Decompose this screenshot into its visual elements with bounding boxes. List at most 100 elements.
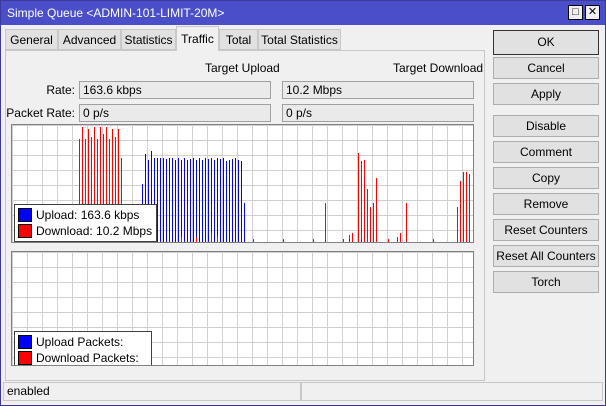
title-bar: Simple Queue <ADMIN-101-LIMIT-20M> □ ✕ <box>1 1 605 25</box>
tab-statistics[interactable]: Statistics <box>121 29 176 50</box>
download-bar <box>457 206 458 242</box>
upload-bar <box>196 160 197 242</box>
download-bar <box>181 237 182 242</box>
download-bar <box>376 177 377 242</box>
packet-rate-upload-field: 0 p/s <box>79 104 271 122</box>
upload-bar <box>154 157 155 242</box>
upload-bar <box>151 150 152 242</box>
legend-upload-label: Upload: <box>36 208 78 222</box>
download-bar <box>112 128 113 242</box>
tab-general[interactable]: General <box>5 29 58 50</box>
rate-graph-legend: Upload: 163.6 kbps Download: 10.2 Mbps <box>14 204 157 242</box>
legend-download-packets-label: Download Packets: <box>36 351 139 365</box>
comment-button[interactable]: Comment <box>493 141 599 163</box>
download-bar <box>109 139 110 242</box>
upload-bar <box>181 160 182 242</box>
tab-total[interactable]: Total <box>219 29 258 50</box>
target-download-header: Target Download <box>393 61 484 75</box>
download-bar <box>364 160 365 242</box>
upload-bar <box>205 157 206 242</box>
download-swatch <box>18 224 32 238</box>
tab-advanced[interactable]: Advanced <box>58 29 121 50</box>
upload-bar <box>187 160 188 242</box>
maximize-icon[interactable]: □ <box>568 5 583 20</box>
legend-upload-value: 163.6 kbps <box>80 208 140 222</box>
download-bar <box>373 203 374 242</box>
download-bar <box>97 139 98 242</box>
upload-bar <box>220 158 221 242</box>
disable-button[interactable]: Disable <box>493 115 599 137</box>
upload-bar <box>208 158 209 242</box>
upload-bar <box>160 157 161 242</box>
apply-button[interactable]: Apply <box>493 83 599 105</box>
upload-bar <box>163 157 164 242</box>
download-bar <box>370 206 371 242</box>
download-bar <box>388 238 389 242</box>
remove-button[interactable]: Remove <box>493 193 599 215</box>
download-bar <box>349 234 350 242</box>
upload-bar <box>175 160 176 242</box>
window-title: Simple Queue <ADMIN-101-LIMIT-20M> <box>7 6 225 20</box>
download-bar <box>103 134 104 242</box>
download-bar <box>400 232 401 242</box>
download-bar <box>91 136 92 242</box>
upload-bar <box>157 157 158 242</box>
rate-download-field: 10.2 Mbps <box>282 81 474 99</box>
tab-total-statistics[interactable]: Total Statistics <box>258 29 341 50</box>
download-bar <box>433 238 434 242</box>
upload-bar <box>217 157 218 242</box>
download-packets-swatch <box>18 351 32 365</box>
reset-all-counters-button[interactable]: Reset All Counters <box>493 245 599 267</box>
upload-packets-swatch <box>18 335 32 349</box>
ok-button[interactable]: OK <box>493 30 599 55</box>
upload-bar <box>226 161 227 242</box>
download-bar <box>118 128 119 242</box>
download-bar <box>88 128 89 242</box>
download-bar <box>100 127 101 242</box>
download-bar <box>82 127 83 242</box>
download-bar <box>469 174 470 242</box>
status-empty <box>301 382 603 401</box>
download-bar <box>325 203 326 242</box>
upload-bar <box>238 160 239 242</box>
upload-swatch <box>18 208 32 222</box>
upload-bar <box>148 160 149 242</box>
upload-bar <box>193 157 194 242</box>
target-upload-header: Target Upload <box>205 61 280 75</box>
upload-bar <box>244 203 245 242</box>
cancel-button[interactable]: Cancel <box>493 57 599 79</box>
download-bar <box>367 189 368 242</box>
packet-rate-download-field: 0 p/s <box>282 104 474 122</box>
rate-graph: Upload: 163.6 kbps Download: 10.2 Mbps <box>11 124 474 243</box>
download-bar <box>94 127 95 242</box>
download-bar <box>358 153 359 242</box>
download-bar <box>85 139 86 242</box>
rate-label: Rate: <box>46 83 75 97</box>
download-bar <box>352 232 353 242</box>
upload-bar <box>235 157 236 242</box>
status-enabled: enabled <box>3 382 301 401</box>
download-bar <box>463 171 464 242</box>
download-bar <box>313 238 314 242</box>
download-bar <box>283 238 284 242</box>
upload-bar <box>229 160 230 242</box>
download-bar <box>79 139 80 242</box>
download-bar <box>106 127 107 242</box>
upload-bar <box>190 158 191 242</box>
reset-counters-button[interactable]: Reset Counters <box>493 219 599 241</box>
download-bar <box>460 181 461 242</box>
upload-bar <box>211 157 212 242</box>
upload-bar <box>172 157 173 242</box>
torch-button[interactable]: Torch <box>493 271 599 293</box>
copy-button[interactable]: Copy <box>493 167 599 189</box>
download-bar <box>406 203 407 242</box>
download-bar <box>361 161 362 242</box>
download-bar <box>217 236 218 242</box>
upload-bar <box>169 157 170 242</box>
close-icon[interactable]: ✕ <box>585 5 600 20</box>
tab-traffic[interactable]: Traffic <box>176 26 219 51</box>
download-bar <box>343 238 344 242</box>
upload-bar <box>223 157 224 242</box>
packet-graph-legend: Upload Packets: Download Packets: <box>14 331 152 365</box>
